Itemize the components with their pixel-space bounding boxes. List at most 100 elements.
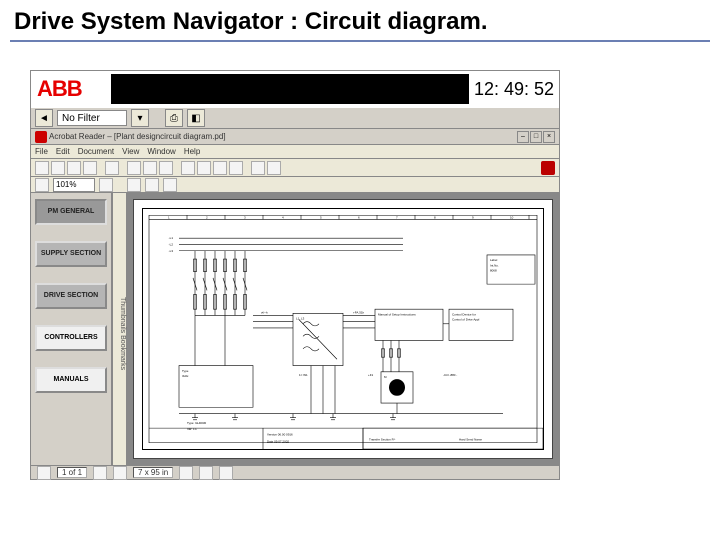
fitpage-icon[interactable] [127,178,141,192]
svg-text:-L1: -L1 [169,236,174,240]
svg-text:3: 3 [244,215,246,219]
zoom-field[interactable]: 101% [53,178,95,192]
title-divider [10,40,710,42]
prevpage-icon[interactable] [197,161,211,175]
svg-text:3HG:: 3HG: [182,374,189,378]
sb-prev-icon[interactable] [93,466,107,480]
cont-page-icon[interactable] [199,466,213,480]
print-pdf-icon[interactable] [67,161,81,175]
svg-text:5: 5 [320,215,322,219]
menu-help[interactable]: Help [184,147,200,156]
hand-icon[interactable] [127,161,141,175]
svg-text:Type: Type [182,369,189,373]
pdf-statusbar: 1 of 1 7 x 95 in [31,465,559,479]
svg-text:Transfer Section P/-: Transfer Section P/- [369,438,395,442]
svg-text:Hard Send Name: Hard Send Name [459,438,482,442]
svg-text:M: M [395,386,398,390]
filter-field[interactable]: No Filter [57,110,127,126]
svg-text:6: 6 [358,215,360,219]
sidebar-item-manuals[interactable]: MANUALS [35,367,107,393]
rotate-icon[interactable] [163,178,177,192]
textselect-icon[interactable] [159,161,173,175]
svg-text:Label: Label [490,258,498,262]
svg-text:1: 1 [168,215,170,219]
sidebar-item-drive[interactable]: DRIVE SECTION [35,283,107,309]
facing-page-icon[interactable] [219,466,233,480]
menu-edit[interactable]: Edit [56,147,70,156]
zoomin-icon[interactable] [143,161,157,175]
page-title: Drive System Navigator : Circuit diagram… [0,0,720,40]
svg-text:-Ctrl -880 -: -Ctrl -880 - [443,373,457,377]
pdf-tab-strip[interactable]: Thumbnails Bookmarks [113,193,127,465]
save-icon[interactable] [51,161,65,175]
sidebar-item-pm-general[interactable]: PM GENERAL [35,199,107,225]
sidebar-item-controllers[interactable]: CONTROLLERS [35,325,107,351]
nav-sidebar: PM GENERAL SUPPLY SECTION DRIVE SECTION CON… [31,193,113,465]
svg-text:-L3: -L3 [169,249,174,253]
mail-icon[interactable] [83,161,97,175]
svg-text:Control Device for: Control Device for [452,312,476,316]
svg-text:Manual of Setup Instructions: Manual of Setup Instructions [378,312,416,316]
svg-text:1= W1: 1= W1 [299,373,308,377]
svg-text:10: 10 [510,215,514,219]
pdf-toolbar-1 [31,159,559,177]
open-icon[interactable] [35,161,49,175]
svg-text:8068: 8068 [490,269,497,273]
clock: 12: 49: 52 [469,79,559,100]
document-title: Acrobat Reader – [Plant designcircuit di… [49,132,515,141]
pdf-titlebar: Acrobat Reader – [Plant designcircuit di… [31,129,559,145]
nextpage-icon[interactable] [213,161,227,175]
acrobat-icon [35,131,47,143]
logo: ABB [31,71,111,107]
svg-text:-L2: -L2 [169,242,174,246]
back-button[interactable]: ◄ [35,109,53,127]
page-indicator: 1 of 1 [57,467,87,478]
svg-text:Var: 1C: Var: 1C [187,427,198,431]
pdf-canvas: 12345678910-L1-L2-L3Type3HG:L1..L3Manual… [127,193,559,465]
pdf-page: 12345678910-L1-L2-L3Type3HG:L1..L3Manual… [133,199,553,459]
svg-text:8: 8 [434,215,436,219]
menu-document[interactable]: Document [78,147,114,156]
svg-text:Version 06.00 0916: Version 06.00 0916 [267,432,293,436]
navpane-icon[interactable] [35,178,49,192]
content-row: PM GENERAL SUPPLY SECTION DRIVE SECTION CON… [31,193,559,465]
main-toolbar: ◄ No Filter ▾ ⎙ ◧ [31,107,559,129]
status-icon [37,466,51,480]
find-icon[interactable] [105,161,119,175]
menu-file[interactable]: File [35,147,48,156]
minimize-button[interactable]: – [517,131,529,143]
circuit-diagram: 12345678910-L1-L2-L3Type3HG:L1..L3Manual… [142,208,544,450]
sidebar-item-supply[interactable]: SUPPLY SECTION [35,241,107,267]
layout-icon[interactable]: ◧ [187,109,205,127]
page-size: 7 x 95 in [133,467,173,478]
close-button[interactable]: × [543,131,555,143]
logo-text: ABB [37,76,82,102]
adobe-logo-icon [541,161,555,175]
app-window: ABB 12: 49: 52 ◄ No Filter ▾ ⎙ ◧ Acrobat… [30,70,560,480]
svg-text:Int.No.: Int.No. [490,263,499,267]
lastpage-icon[interactable] [229,161,243,175]
svg-text:M: M [384,375,387,379]
goback-icon[interactable] [251,161,265,175]
svg-text:9: 9 [472,215,474,219]
firstpage-icon[interactable] [181,161,195,175]
svg-text:Control of Drive Appl: Control of Drive Appl [452,318,480,322]
sb-next-icon[interactable] [113,466,127,480]
title-strip [111,74,469,104]
zoom-dropdown-icon[interactable] [99,178,113,192]
single-page-icon[interactable] [179,466,193,480]
menu-view[interactable]: View [122,147,139,156]
svg-text:vt/~h: vt/~h [261,310,268,314]
svg-text:Date 09.07.2002: Date 09.07.2002 [267,440,289,444]
print-icon[interactable]: ⎙ [165,109,183,127]
gofwd-icon[interactable] [267,161,281,175]
filter-dropdown[interactable]: ▾ [131,109,149,127]
svg-text:7: 7 [396,215,398,219]
menu-window[interactable]: Window [147,147,175,156]
svg-text:+FA.51h: +FA.51h [353,310,364,314]
fitwidth-icon[interactable] [145,178,159,192]
svg-text:Type: GH0030: Type: GH0030 [187,421,207,425]
svg-text:2: 2 [206,215,208,219]
maximize-button[interactable]: □ [530,131,542,143]
svg-text:+F1: +F1 [368,373,374,377]
